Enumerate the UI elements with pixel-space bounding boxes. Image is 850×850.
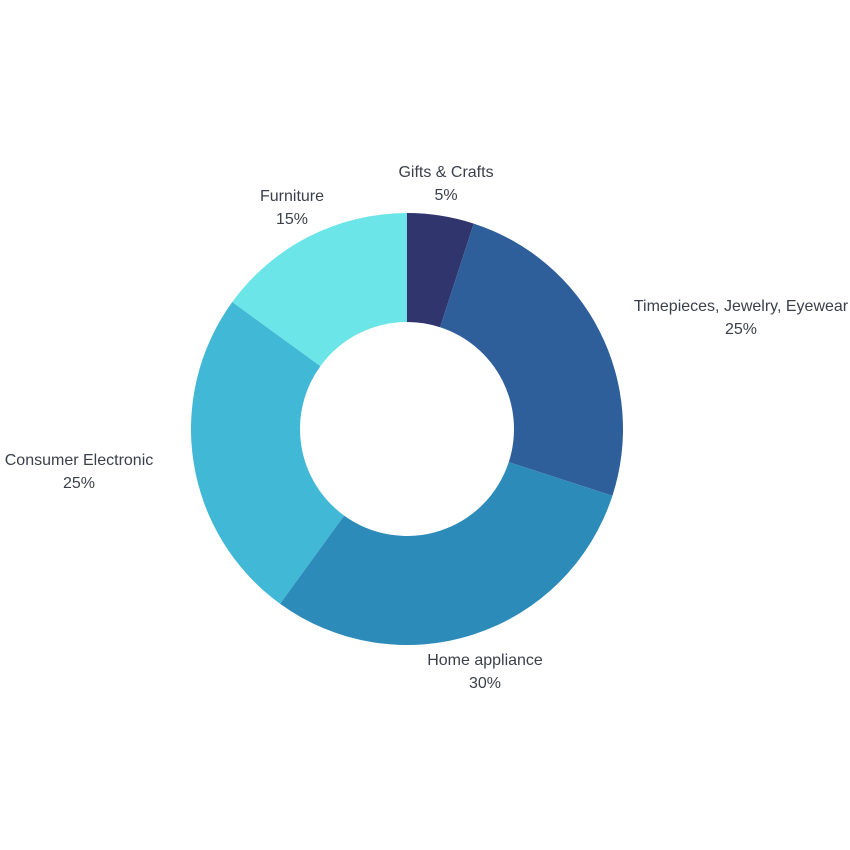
slice-home-appliance [280, 462, 613, 645]
slice-furniture [232, 213, 407, 367]
slice-value-label: 15% [276, 211, 308, 228]
slice-consumer-electronic [191, 302, 345, 604]
slice-value-label: 25% [63, 475, 95, 492]
slice-timepieces-jewelry-eyewear [440, 223, 624, 496]
slice-label: Gifts & Crafts [398, 164, 493, 181]
slice-value-label: 30% [469, 675, 501, 692]
slice-value-label: 5% [434, 187, 457, 204]
chart-slices [191, 213, 624, 645]
chart-labels: Gifts & Crafts 5% Timepieces, Jewelry, Eye… [5, 164, 849, 692]
slice-value-label: 25% [725, 321, 757, 338]
slice-gifts-crafts [407, 213, 474, 328]
slice-label: Home appliance [427, 652, 543, 669]
slice-label: Furniture [260, 188, 324, 205]
slice-label: Consumer Electronic [5, 452, 154, 469]
slice-label: Timepieces, Jewelry, Eyewear [634, 298, 849, 315]
